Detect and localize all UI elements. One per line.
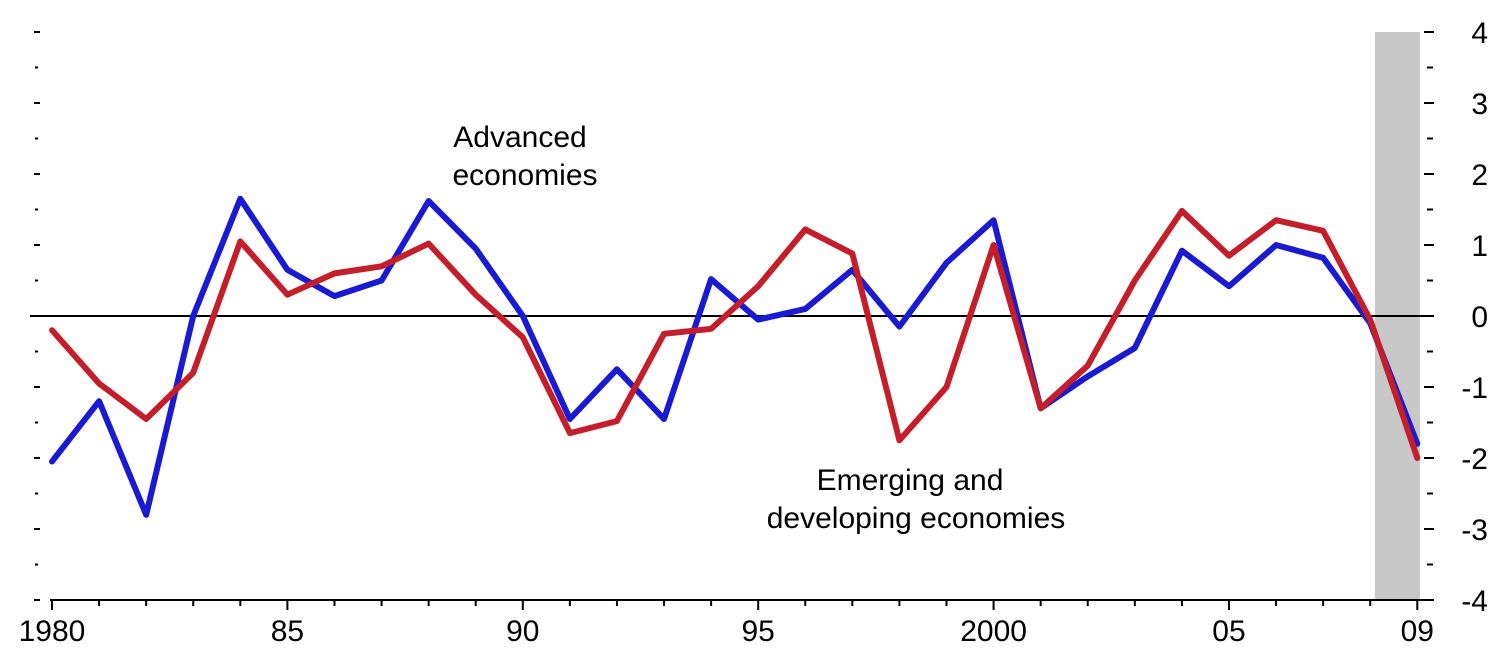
x-tick-label: 09 xyxy=(1401,615,1434,648)
series-line-emerging xyxy=(49,207,1421,461)
x-tick-label: 2000 xyxy=(960,615,1027,648)
annotation-emerging-line2: developing economies xyxy=(767,502,1066,535)
y-tick-label: 0 xyxy=(1471,301,1488,334)
y-tick-label: -1 xyxy=(1461,372,1488,405)
x-tick-label: 90 xyxy=(506,615,539,648)
annotation-emerging-line1: Emerging and xyxy=(817,464,1004,497)
x-axis: 1980 85 90 95 2000 05 09 xyxy=(19,599,1434,648)
x-tick-label: 1980 xyxy=(19,615,86,648)
series-layer xyxy=(49,195,1421,518)
y-tick-label: -4 xyxy=(1461,585,1488,618)
series-line-advanced xyxy=(49,195,1421,518)
y-tick-label: 2 xyxy=(1471,159,1488,192)
right-y-axis: 4 3 2 1 0 -1 -2 -3 -4 xyxy=(1424,17,1488,618)
x-tick-label: 95 xyxy=(741,615,774,648)
x-tick-label: 05 xyxy=(1212,615,1245,648)
y-tick-label: 1 xyxy=(1471,230,1488,263)
y-tick-label: -3 xyxy=(1461,514,1488,547)
annotation-advanced-line2: economies xyxy=(452,159,597,192)
y-tick-label: 3 xyxy=(1471,88,1488,121)
y-tick-label: 4 xyxy=(1471,17,1488,50)
y-tick-label: -2 xyxy=(1461,443,1488,476)
x-tick-label: 85 xyxy=(271,615,304,648)
annotation-advanced-line1: Advanced xyxy=(453,121,586,154)
